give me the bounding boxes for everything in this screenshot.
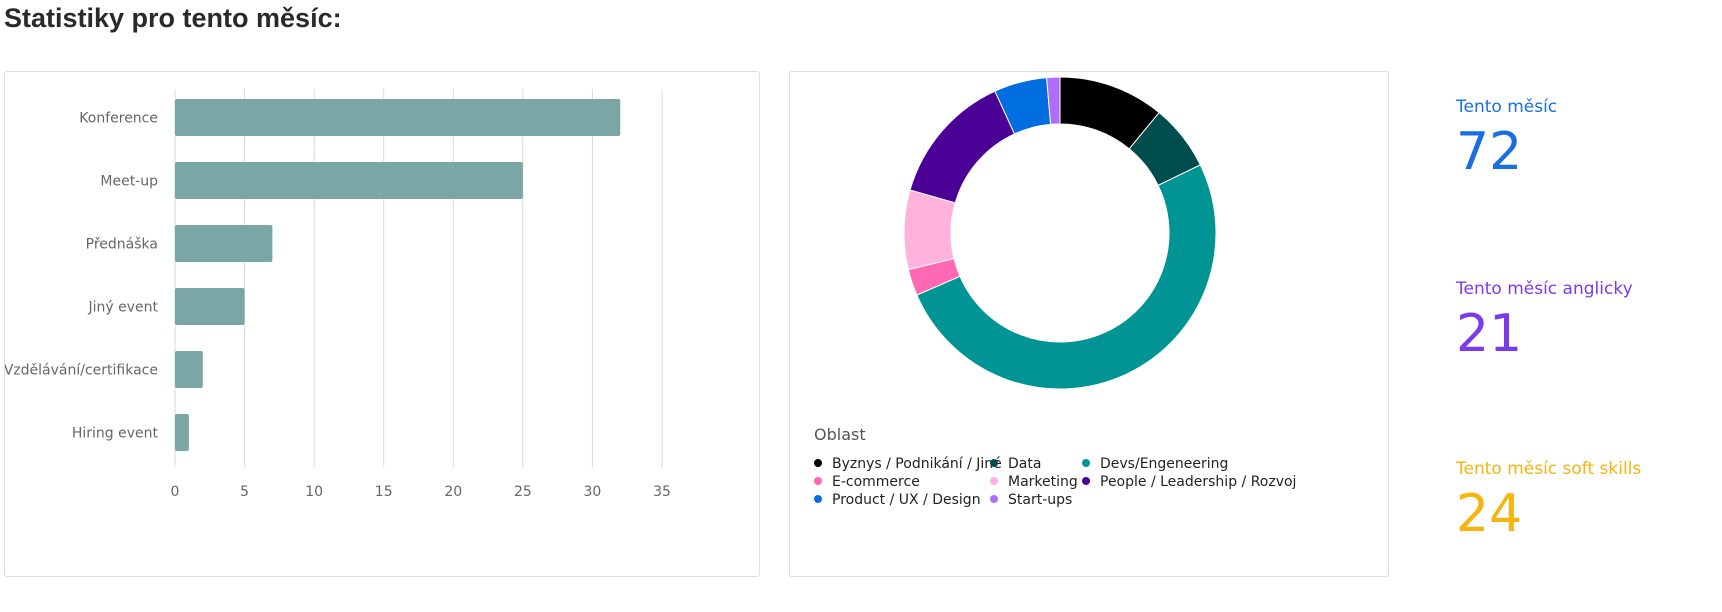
donut-slice xyxy=(903,189,956,271)
bar xyxy=(175,414,189,451)
legend-label: E-commerce xyxy=(832,474,920,490)
x-tick-label: 35 xyxy=(653,484,671,500)
x-tick-label: 20 xyxy=(444,484,462,500)
y-category-label: Konference xyxy=(79,111,158,127)
donut-chart: Oblast Byznys / Podnikání / Jiné Data Devs/… xyxy=(814,76,1296,508)
bar xyxy=(175,225,273,262)
y-category-label: Vzdělávání/certifikace xyxy=(5,363,158,379)
bar xyxy=(175,99,621,136)
bar xyxy=(175,351,203,388)
y-category-label: Jiný event xyxy=(87,300,158,316)
bar-chart-card: 0 5 10 15 20 25 30 35 Konference Meet-up Přednáška… xyxy=(4,71,760,577)
legend-marker xyxy=(1082,459,1090,467)
y-category-label: Meet-up xyxy=(100,174,158,190)
donut-chart-card: Oblast Byznys / Podnikání / Jiné Data Devs/… xyxy=(789,71,1389,577)
donut-slice xyxy=(916,164,1217,390)
donut-slice xyxy=(1046,76,1061,125)
legend-label: Start-ups xyxy=(1008,492,1072,508)
stat-value: 21 xyxy=(1456,304,1523,364)
stat-this-month-soft-skills: Tento měsíc soft skills 24 xyxy=(1456,458,1716,544)
legend-label: Devs/Engeneering xyxy=(1100,456,1228,472)
x-tick-label: 0 xyxy=(171,484,180,500)
bar-chart: 0 5 10 15 20 25 30 35 Konference Meet-up Přednáška… xyxy=(5,89,671,500)
legend-marker xyxy=(1082,477,1090,485)
legend-label: Marketing xyxy=(1008,474,1078,490)
y-category-label: Hiring event xyxy=(72,426,159,442)
legend-marker xyxy=(814,495,822,503)
legend-marker xyxy=(990,477,998,485)
page-title: Statistiky pro tento měsíc: xyxy=(4,3,342,33)
x-tick-label: 25 xyxy=(514,484,532,500)
legend-marker xyxy=(814,459,822,467)
stat-value: 24 xyxy=(1456,484,1523,544)
donut-slice xyxy=(909,90,1016,204)
legend-title: Oblast xyxy=(814,425,866,444)
legend-marker xyxy=(814,477,822,485)
stat-value: 72 xyxy=(1456,122,1523,182)
x-tick-label: 5 xyxy=(240,484,249,500)
stat-this-month: Tento měsíc 72 xyxy=(1456,96,1716,182)
y-category-label: Přednáška xyxy=(86,237,158,253)
x-tick-label: 10 xyxy=(305,484,323,500)
legend-label: Byznys / Podnikání / Jiné xyxy=(832,456,1002,472)
legend-label: Data xyxy=(1008,456,1041,472)
x-tick-label: 30 xyxy=(584,484,602,500)
legend-marker xyxy=(990,495,998,503)
x-tick-label: 15 xyxy=(375,484,393,500)
legend-label: People / Leadership / Rozvoj xyxy=(1100,474,1296,490)
bar xyxy=(175,288,245,325)
stat-label: Tento měsíc soft skills xyxy=(1456,459,1642,479)
bar xyxy=(175,162,523,199)
stat-this-month-english: Tento měsíc anglicky 21 xyxy=(1456,278,1716,364)
legend-marker xyxy=(990,459,998,467)
legend-label: Product / UX / Design xyxy=(832,492,981,508)
stat-label: Tento měsíc anglicky xyxy=(1456,279,1633,299)
stat-label: Tento měsíc xyxy=(1456,97,1558,117)
